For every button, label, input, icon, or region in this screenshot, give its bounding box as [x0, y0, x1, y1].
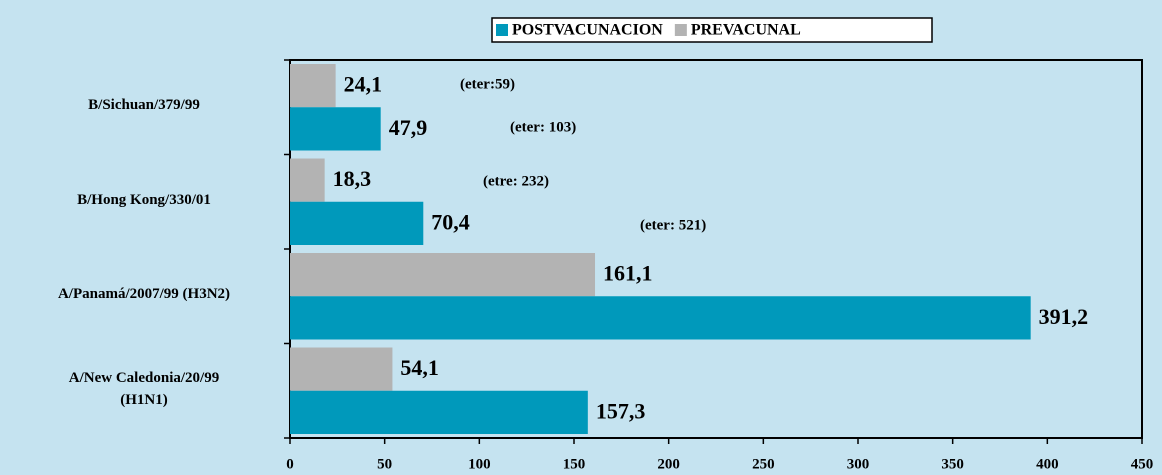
y-tick-label: A/New Caledonia/20/99 (H1N1) — [68, 369, 220, 408]
bar — [290, 296, 1031, 340]
y-tick-label: B/Hong Kong/330/01 — [77, 191, 211, 208]
y-tick-label: A/Panamá/2007/99 (H3N2) — [57, 286, 231, 303]
value-label: 161,1 — [603, 261, 653, 286]
x-tick-label: 400 — [1036, 456, 1059, 472]
x-tick-label: 0 — [286, 456, 294, 472]
x-tick-label: 250 — [752, 456, 775, 472]
annotation: (etre: 232) — [483, 173, 549, 189]
value-label: 24,1 — [344, 72, 383, 97]
annotation: (eter:59) — [460, 76, 515, 92]
x-tick-label: 150 — [563, 456, 586, 472]
value-label: 70,4 — [431, 209, 470, 234]
legend-swatch — [674, 24, 687, 36]
x-tick-label: 100 — [468, 456, 491, 472]
value-label: 47,9 — [389, 115, 428, 140]
x-tick-label: 350 — [941, 456, 964, 472]
bar — [290, 253, 596, 297]
bar — [290, 347, 393, 391]
x-tick-label: 450 — [1131, 456, 1154, 472]
bar — [290, 201, 424, 245]
value-label: 54,1 — [400, 355, 439, 380]
legend-label: PREVACUNAL — [691, 22, 801, 39]
x-tick-label: 200 — [657, 456, 680, 472]
bar — [290, 390, 588, 434]
legend-label: POSTVACUNACION — [512, 22, 663, 39]
y-tick-label: B/Sichuan/379/99 — [88, 97, 200, 114]
bar — [290, 107, 381, 151]
value-label: 391,2 — [1039, 304, 1089, 329]
annotation: (eter: 103) — [510, 119, 576, 135]
value-label: 157,3 — [596, 398, 646, 423]
bar — [290, 64, 336, 108]
legend-box — [491, 17, 933, 43]
x-tick-label: 300 — [847, 456, 870, 472]
value-label: 18,3 — [333, 166, 372, 191]
x-tick-label: 50 — [377, 456, 392, 472]
legend-swatch — [496, 24, 508, 36]
bar — [290, 158, 325, 202]
annotation: (eter: 521) — [640, 217, 706, 233]
